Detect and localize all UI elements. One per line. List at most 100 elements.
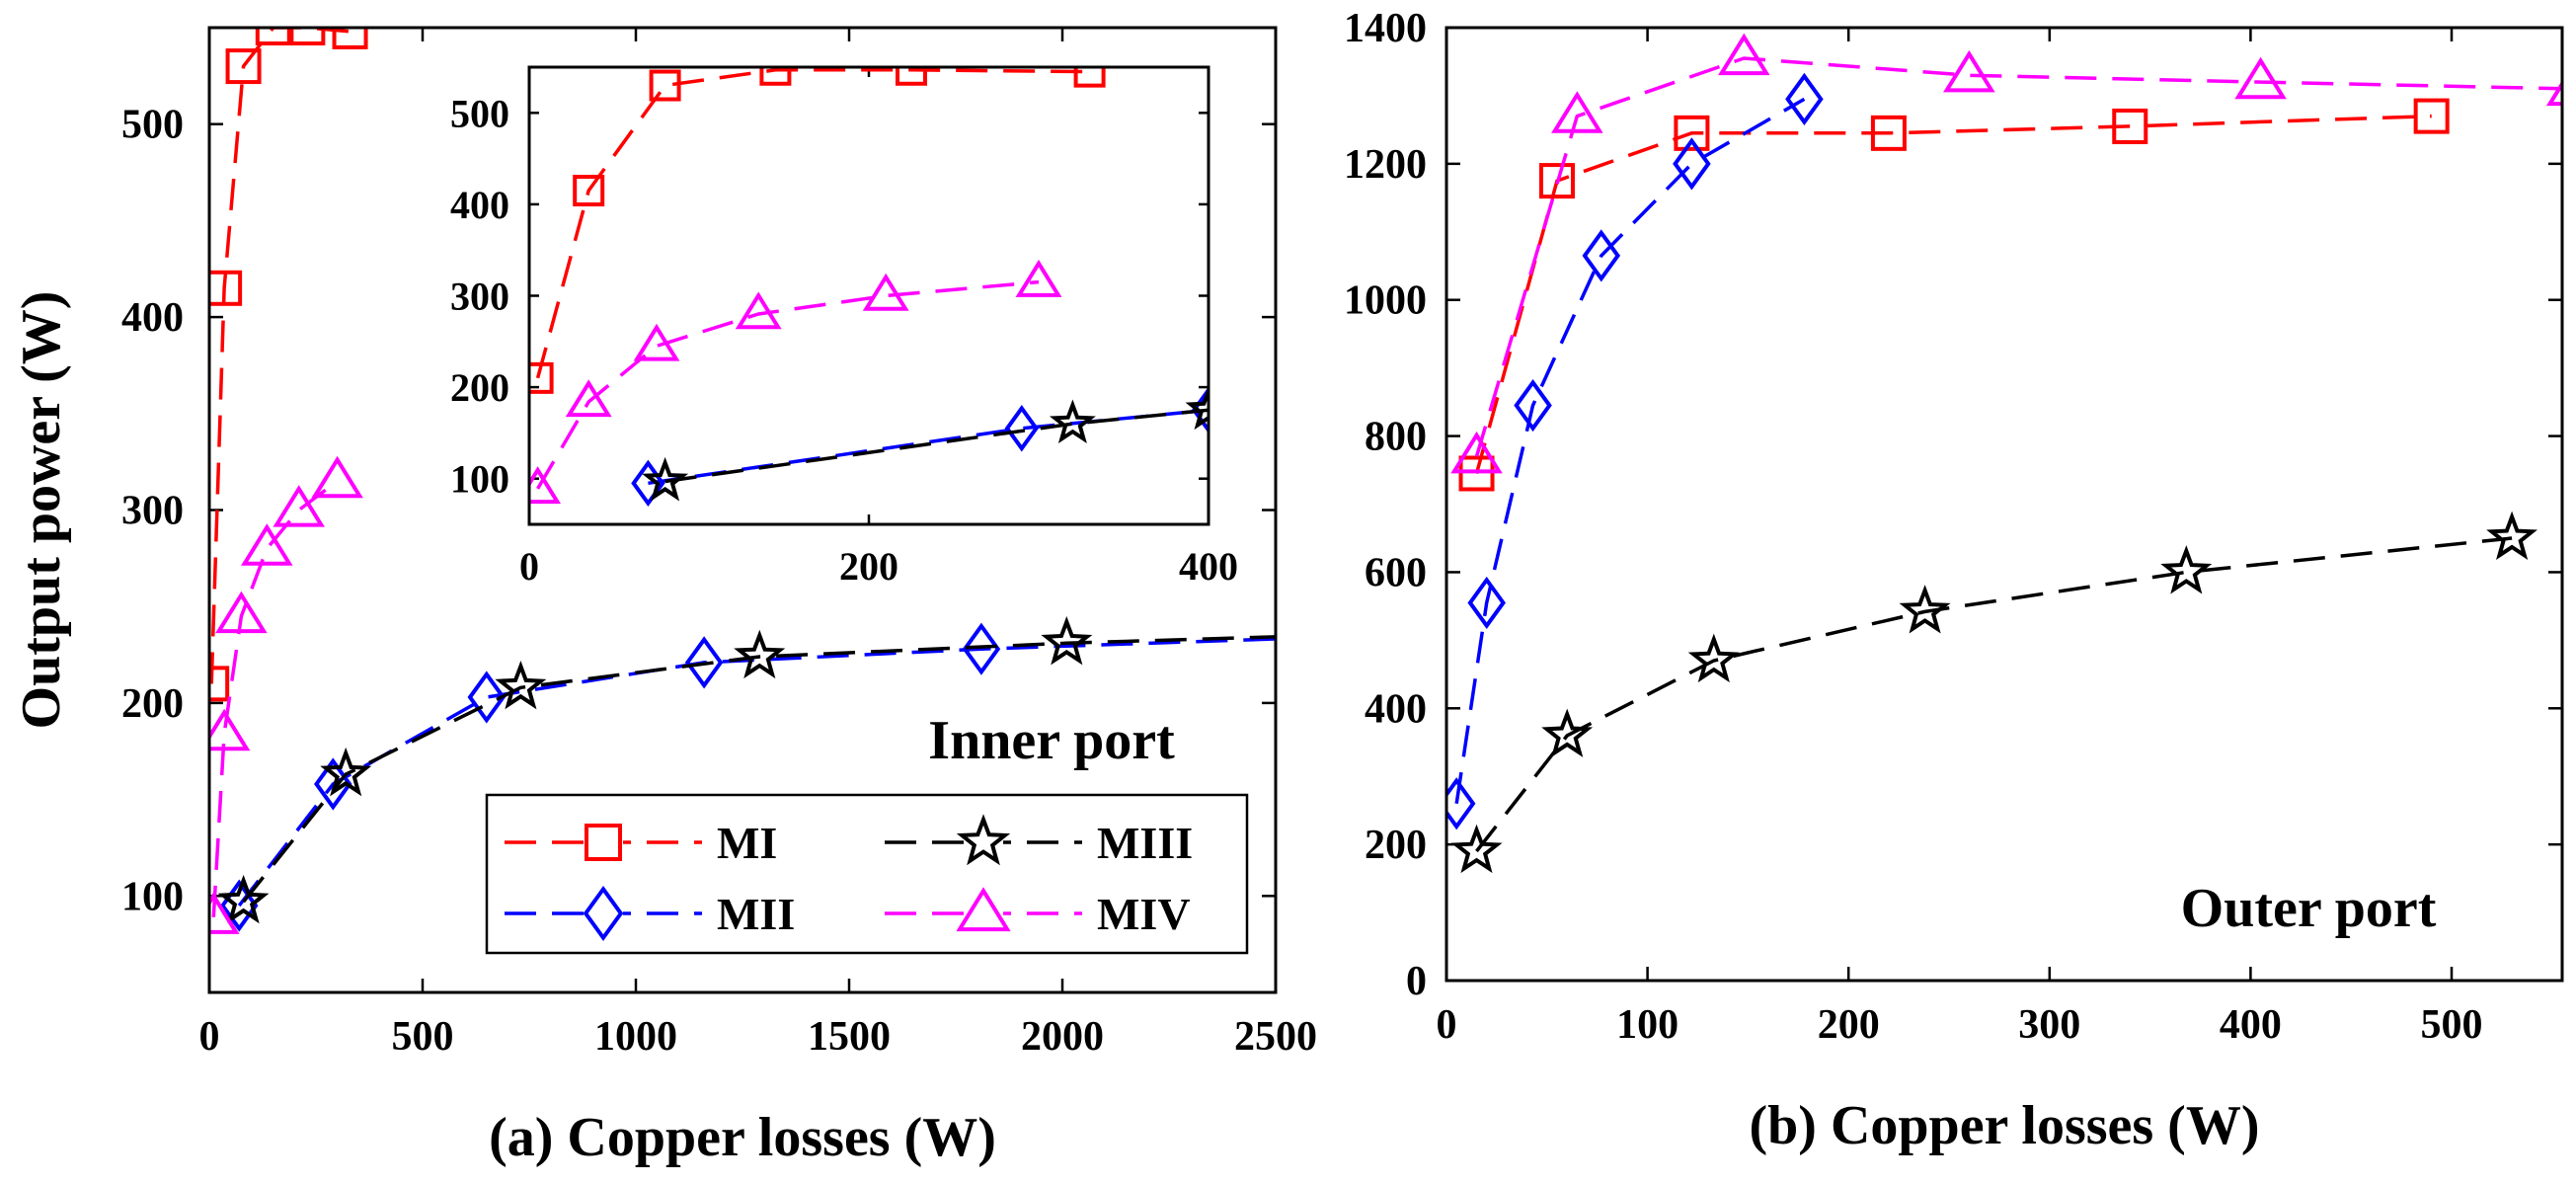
a-inset-point-mi (573, 175, 605, 207)
b-series-line-miv (1474, 56, 2562, 457)
a-inset-point-miii (1185, 385, 1209, 431)
a-point-miii (1041, 615, 1093, 666)
a-y-tick-label: 500 (121, 103, 184, 148)
a-inset-x-tick-label: 0 (519, 544, 539, 589)
b-point-mii (1514, 378, 1552, 433)
b-point-mii (1673, 137, 1711, 191)
b-point-mii (1785, 72, 1824, 125)
b-point-miii (1899, 585, 1951, 634)
b-point-mii (1467, 576, 1506, 630)
b-point-mi (1674, 115, 1710, 151)
b-x-tick-label: 0 (1437, 1002, 1457, 1048)
a-inset-y-tick-label: 300 (450, 275, 509, 319)
a-inset-series-line-miv (536, 279, 1040, 490)
a-inset-point-mi (759, 67, 792, 86)
a-series-line-mi (209, 28, 351, 684)
a-point-mii (467, 671, 507, 724)
a-inset-x-tick-label: 200 (839, 544, 898, 589)
a-point-mi (289, 28, 326, 45)
a-legend-label-mii: MII (717, 889, 795, 939)
a-x-tick-label: 2000 (1021, 1014, 1104, 1060)
a-inset-point-mi (529, 361, 554, 394)
a-series-line-miv (211, 479, 339, 917)
a-point-miv (209, 892, 240, 934)
b-point-miii (2486, 511, 2538, 561)
b-y-tick-label: 400 (1365, 686, 1427, 732)
b-y-tick-label: 0 (1406, 959, 1427, 1004)
a-inset-plot-area (529, 67, 1209, 524)
a-inset-point-mi (896, 67, 927, 86)
b-point-mii (1582, 229, 1621, 282)
a-point-miii (217, 874, 270, 924)
panel-a-copper-losses-inner: 0 500 1000 1500 2000 2500100200300400500Outpu… (11, 26, 1339, 1168)
a-legend-marker-miii (956, 814, 1011, 866)
a-inset-frame (527, 65, 1210, 526)
a-y-tick-label: 300 (121, 489, 184, 534)
a-legend-label-miv: MIV (1097, 889, 1191, 939)
a-inset-y-tick-label: 200 (450, 365, 509, 410)
b-point-mi (2112, 108, 2148, 144)
b-y-tick-label: 800 (1365, 415, 1427, 460)
a-x-tick-label: 0 (199, 1014, 220, 1060)
a-inset-y-tick-label: 100 (450, 457, 509, 502)
b-point-miii (1450, 824, 1503, 874)
a-inset-point-mi (1073, 67, 1106, 88)
a-legend-label-mi: MI (717, 818, 777, 868)
b-y-tick-label: 1400 (1344, 6, 1427, 51)
a-x-axis-label: (a) Copper losses (W) (489, 1107, 996, 1168)
a-point-miii (734, 629, 786, 679)
a-y-tick-label: 400 (121, 295, 184, 341)
b-series-line-mi (1474, 114, 2432, 474)
a-x-tick-label: 1500 (808, 1014, 891, 1060)
a-series-line-mii (237, 637, 1276, 908)
b-y-tick-label: 200 (1365, 823, 1427, 868)
b-y-tick-label: 1200 (1344, 142, 1427, 188)
b-y-tick-label: 1000 (1344, 278, 1427, 324)
a-point-miv (215, 591, 268, 634)
a-inset-series-line-miii (664, 408, 1209, 484)
b-point-mi (2413, 98, 2450, 134)
a-frame (207, 26, 1278, 994)
a-y-tick-label: 100 (121, 874, 184, 919)
a-point-miii (495, 661, 547, 710)
b-x-tick-label: 300 (2018, 1002, 2080, 1048)
a-point-miii (320, 747, 372, 797)
a-point-mii (684, 636, 724, 689)
a-point-mii (962, 622, 1001, 675)
a-inset-y-tick-label: 400 (450, 183, 509, 227)
b-plot-area (1446, 28, 2562, 981)
b-point-miii (1687, 633, 1740, 683)
a-inset-series-line-mi (535, 68, 1090, 379)
b-frame (1444, 26, 2564, 983)
a-point-mii (1301, 614, 1335, 660)
a-x-tick-label: 1000 (594, 1014, 677, 1060)
b-y-tick-label: 600 (1365, 550, 1427, 595)
b-point-miv (1943, 49, 1995, 93)
a-point-miii (1298, 614, 1339, 653)
b-x-tick-label: 400 (2220, 1002, 2282, 1048)
a-inset-point-miv (735, 291, 782, 330)
a-legend-marker-miv (956, 887, 1011, 932)
a-y-axis-label: Output power (W) (11, 291, 72, 730)
b-point-miii (1541, 708, 1594, 757)
a-x-tick-label: 500 (392, 1014, 454, 1060)
b-point-miii (2160, 545, 2213, 594)
a-point-miv (241, 523, 293, 566)
a-inset-point-miv (529, 466, 562, 505)
b-point-mi (1458, 455, 1495, 492)
a-inset-series-group (529, 67, 1209, 508)
a-point-miv (209, 708, 251, 751)
a-point-mi (209, 666, 230, 702)
a-y-tick-label: 200 (121, 681, 184, 727)
a-legend-marker-mi (585, 824, 622, 861)
a-inset-point-miv (862, 273, 909, 311)
b-x-tick-label: 500 (2421, 1002, 2483, 1048)
a-inset-point-miv (633, 323, 680, 361)
panel-b-copper-losses-outer: 0 100 200 300 400 500 0 200 400 600 800 1000 1200 140… (1344, 6, 2564, 1156)
a-annotation-inner-port: Inner port (928, 710, 1175, 771)
b-point-mii (1446, 777, 1476, 830)
a-legend-marker-mii (583, 885, 624, 942)
b-series-group (1446, 33, 2562, 874)
a-inset-point-mii (1004, 405, 1039, 452)
